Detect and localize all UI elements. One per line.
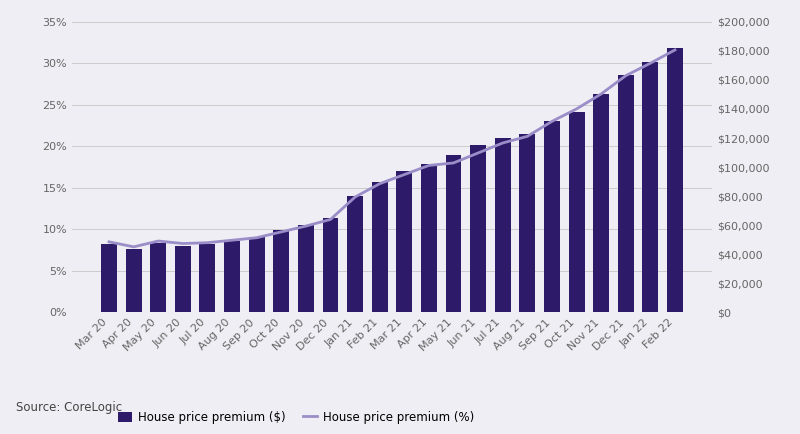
- Bar: [421, 164, 437, 312]
- Bar: [322, 218, 338, 312]
- Bar: [298, 225, 314, 312]
- Bar: [199, 244, 215, 312]
- Bar: [470, 145, 486, 312]
- Bar: [544, 121, 560, 312]
- Bar: [372, 181, 388, 312]
- Text: Source: CoreLogic: Source: CoreLogic: [16, 401, 122, 414]
- Bar: [642, 62, 658, 312]
- Bar: [126, 249, 142, 312]
- Bar: [494, 138, 510, 312]
- Bar: [618, 76, 634, 312]
- Bar: [175, 246, 191, 312]
- Bar: [150, 243, 166, 312]
- Bar: [519, 134, 535, 312]
- Bar: [101, 244, 117, 312]
- Bar: [569, 112, 585, 312]
- Legend: House price premium ($), House price premium (%): House price premium ($), House price pre…: [118, 411, 474, 424]
- Bar: [667, 48, 683, 312]
- Bar: [593, 95, 609, 312]
- Bar: [249, 237, 265, 312]
- Bar: [347, 196, 363, 312]
- Bar: [274, 230, 290, 312]
- Bar: [446, 155, 462, 312]
- Bar: [396, 171, 412, 312]
- Bar: [224, 241, 240, 312]
